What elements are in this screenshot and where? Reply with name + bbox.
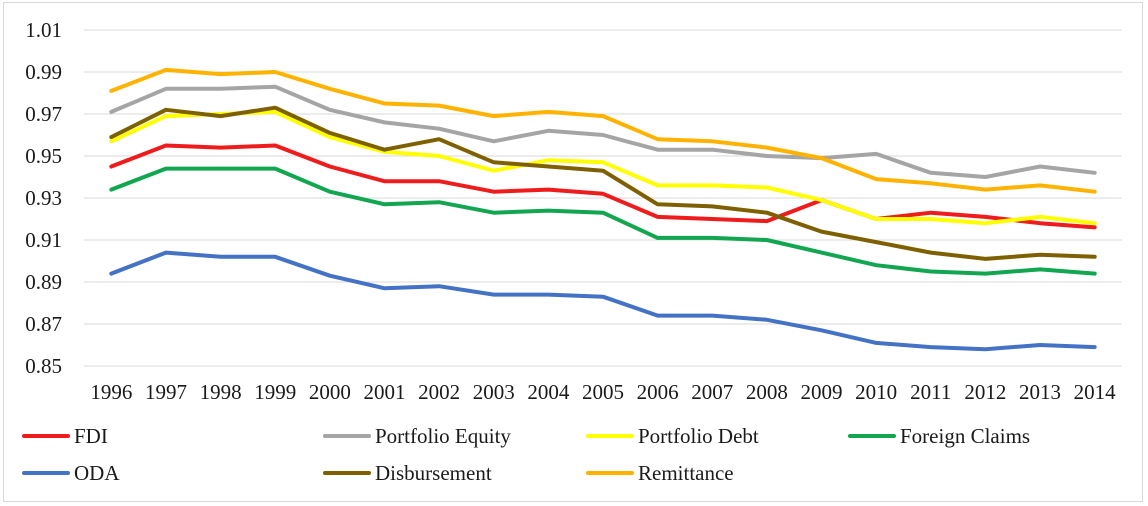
y-tick-label: 0.93 (25, 186, 62, 210)
legend-item: Remittance (586, 461, 734, 485)
series-line-foreign-claims (109, 166, 1097, 276)
y-tick-label: 0.91 (25, 228, 62, 252)
legend: FDI Portfolio Equity Portfolio Debt Foreign… (22, 424, 1030, 485)
series-lines (109, 67, 1097, 352)
y-tick-label: 0.89 (25, 270, 62, 294)
legend-label: FDI (74, 424, 108, 448)
series-line-fdi (109, 143, 1097, 230)
x-tick-label: 1999 (254, 380, 296, 404)
x-tick-label: 2009 (801, 380, 843, 404)
x-tick-label: 2004 (527, 380, 570, 404)
series-line-oda (109, 250, 1097, 352)
y-tick-label: 0.97 (25, 102, 62, 126)
legend-label: Portfolio Debt (638, 424, 759, 448)
x-tick-label: 1996 (90, 380, 132, 404)
x-tick-label: 2010 (855, 380, 897, 404)
x-tick-label: 2003 (473, 380, 515, 404)
legend-item: Disbursement (323, 461, 492, 485)
x-tick-label: 1997 (145, 380, 187, 404)
x-tick-label: 2002 (418, 380, 460, 404)
x-tick-label: 2014 (1074, 380, 1117, 404)
legend-item: Portfolio Equity (323, 424, 511, 448)
legend-item: Portfolio Debt (586, 424, 759, 448)
series-line-portfolio-equity (109, 84, 1097, 179)
legend-label: Disbursement (375, 461, 492, 485)
x-tick-label: 2008 (746, 380, 788, 404)
legend-label: Remittance (638, 461, 734, 485)
x-tick-label: 2000 (309, 380, 351, 404)
y-tick-label: 0.85 (25, 354, 62, 378)
series-line-portfolio-debt (109, 109, 1097, 226)
legend-label: Foreign Claims (900, 424, 1030, 448)
x-tick-label: 2001 (363, 380, 405, 404)
x-tick-label: 2011 (910, 380, 951, 404)
series-line-disbursement (109, 105, 1097, 261)
legend-label: Portfolio Equity (375, 424, 511, 448)
gridlines (84, 29, 1122, 367)
x-tick-label: 2005 (582, 380, 624, 404)
legend-item: ODA (22, 461, 120, 485)
y-tick-label: 0.87 (25, 312, 62, 336)
legend-label: ODA (74, 461, 120, 485)
x-tick-label: 2012 (964, 380, 1006, 404)
y-tick-label: 0.99 (25, 60, 62, 84)
x-axis: 1996 1997 1998 1999 2000 2001 2002 2003 2004 2005… (90, 380, 1116, 404)
y-tick-label: 0.95 (25, 144, 62, 168)
x-tick-label: 2013 (1019, 380, 1061, 404)
series-line-remittance (109, 67, 1097, 194)
chart-frame (3, 2, 1143, 502)
x-tick-label: 1998 (200, 380, 242, 404)
legend-item: Foreign Claims (848, 424, 1030, 448)
x-tick-label: 2006 (637, 380, 679, 404)
legend-item: FDI (22, 424, 108, 448)
y-tick-label: 1.01 (25, 18, 62, 42)
y-axis: 0.85 0.87 0.89 0.91 0.93 0.95 0.97 0.99 1.01 (25, 18, 62, 378)
x-tick-label: 2007 (691, 380, 733, 404)
